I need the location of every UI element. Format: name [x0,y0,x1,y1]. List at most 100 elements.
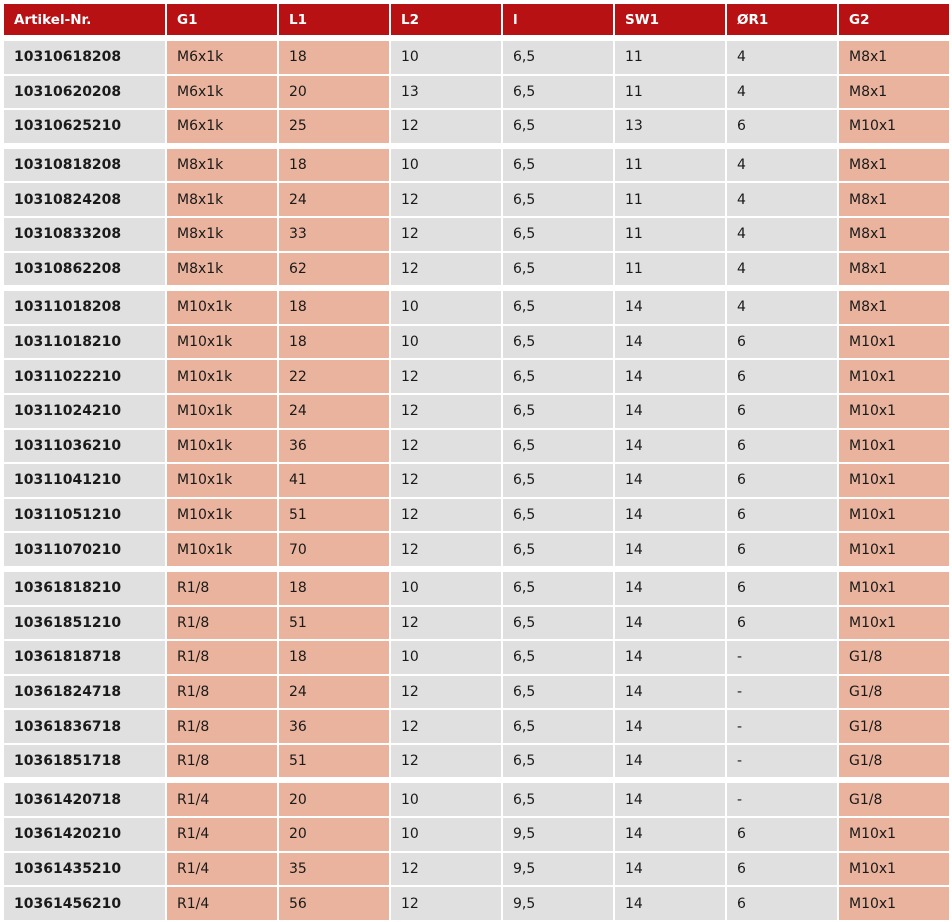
table-cell: M8x1 [839,217,949,251]
table-cell: 14 [615,744,725,778]
table-cell: R1/4 [167,852,277,886]
table-cell: 18 [279,148,389,182]
table-cell: 6 [727,818,837,851]
table-row: 10310818208 M8x1k 18 10 6,5 11 4 M8x1 [4,148,950,182]
table-cell: 41 [279,464,389,497]
table-cell: M10x1 [839,606,949,640]
article-number-cell: 10311018210 [4,325,165,359]
table-cell: M10x1 [839,360,949,393]
table-cell: R1/8 [167,606,277,640]
table-row: 10361420718 R1/4 20 10 6,5 14- G1/8 [4,783,950,817]
table-cell: M10x1k [167,394,277,428]
table-cell: 6,5 [503,252,613,286]
table-cell: 10 [391,783,501,817]
table-cell: 9,5 [503,852,613,886]
column-header: G1 [167,4,277,35]
table-cell: 9,5 [503,818,613,851]
table-cell: 12 [391,110,501,143]
table-cell: M8x1k [167,148,277,182]
article-number-cell: 10361420210 [4,818,165,851]
table-cell: 6,5 [503,744,613,778]
table-cell: 20 [279,75,389,109]
table-cell: - [727,710,837,743]
table-cell: 6,5 [503,217,613,251]
table-cell: M10x1 [839,429,949,463]
table-cell: M10x1k [167,291,277,324]
table-cell: 36 [279,710,389,743]
article-number-cell: 10310833208 [4,217,165,251]
table-cell: M10x1 [839,394,949,428]
table-row: 10310620208 M6x1k 20 13 6,5 11 4 M8x1 [4,75,950,109]
column-header: ØR1 [727,4,837,35]
table-cell: 6 [727,533,837,566]
table-cell: M8x1 [839,41,949,74]
article-number-cell: 10361818718 [4,641,165,674]
table-cell: R1/8 [167,710,277,743]
table-row: 10361435210 R1/4 35 12 9,5 14 6 M10x1 [4,852,950,886]
table-cell: 14 [615,675,725,709]
table-cell: 6,5 [503,429,613,463]
table-cell: M10x1 [839,110,949,143]
table-cell: 4 [727,183,837,216]
table-cell: R1/4 [167,818,277,851]
table-cell: 13 [391,75,501,109]
table-cell: 6,5 [503,783,613,817]
article-number-cell: 10310862208 [4,252,165,286]
table-cell: 14 [615,429,725,463]
table-cell: 10 [391,291,501,324]
table-cell: 24 [279,394,389,428]
table-cell: 6,5 [503,394,613,428]
table-cell: 6,5 [503,533,613,566]
table-cell: 25 [279,110,389,143]
table-cell: G1/8 [839,675,949,709]
table-cell: M10x1 [839,852,949,886]
table-cell: R1/8 [167,641,277,674]
table-cell: 6 [727,394,837,428]
table-cell: M10x1 [839,818,949,851]
table-cell: M6x1k [167,110,277,143]
table-header: Artikel-Nr. G1 L1 L2 l SW1 ØR1 G2 [4,4,950,35]
table-row: 10361851210 R1/8 51 12 6,5 14 6 M10x1 [4,606,950,640]
table-row: 10310618208 M6x1k 18 10 6,5 11 4 M8x1 [4,41,950,74]
table-cell: 6 [727,429,837,463]
article-number-cell: 10310620208 [4,75,165,109]
table-cell: 56 [279,887,389,920]
table-cell: M10x1 [839,464,949,497]
table-cell: 6 [727,110,837,143]
table-cell: 10 [391,41,501,74]
table-cell: M8x1 [839,148,949,182]
table-cell: 4 [727,148,837,182]
table-cell: 12 [391,606,501,640]
table-cell: 4 [727,217,837,251]
table-cell: 14 [615,710,725,743]
table-row: 10361824718 R1/8 24 12 6,5 14- G1/8 [4,675,950,709]
table-cell: 12 [391,217,501,251]
article-number-cell: 10361420718 [4,783,165,817]
table-cell: R1/8 [167,744,277,778]
table-cell: 14 [615,464,725,497]
table-cell: 6 [727,887,837,920]
article-number-cell: 10361851718 [4,744,165,778]
article-number-cell: 10310824208 [4,183,165,216]
table-cell: 6,5 [503,498,613,532]
table-cell: 18 [279,291,389,324]
table-cell: G1/8 [839,744,949,778]
table-cell: M8x1 [839,75,949,109]
table-cell: M8x1 [839,183,949,216]
table-cell: M8x1 [839,252,949,286]
table-cell: 6,5 [503,606,613,640]
table-cell: 6,5 [503,710,613,743]
article-table: Artikel-Nr. G1 L1 L2 l SW1 ØR1 G2 10310618208 M6… [4,4,950,920]
table-row: 10311024210 M10x1k 24 12 6,5 14 6 M10x1 [4,394,950,428]
table-cell: 6 [727,360,837,393]
table-cell: 12 [391,464,501,497]
table-cell: 12 [391,533,501,566]
table-cell: 20 [279,818,389,851]
table-cell: M8x1k [167,252,277,286]
table-cell: M10x1 [839,325,949,359]
table-cell: 11 [615,217,725,251]
table-row: 10311018208 M10x1k 18 10 6,5 14 4 M8x1 [4,291,950,324]
table-row: 10310862208 M8x1k 62 12 6,5 11 4 M8x1 [4,252,950,286]
column-header: L2 [391,4,501,35]
table-cell: M10x1 [839,498,949,532]
